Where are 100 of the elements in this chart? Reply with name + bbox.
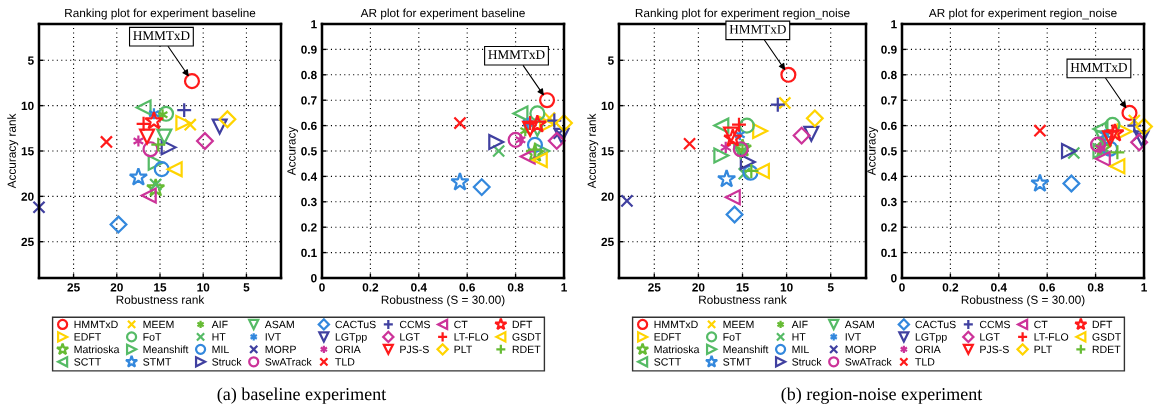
text: (a) baseline experiment	[217, 387, 387, 404]
legend-label: TLD	[915, 358, 935, 366]
y-tick-label: 0.2	[301, 223, 317, 232]
x-tick-label: 0	[319, 283, 325, 292]
legend-label: PJS-S	[400, 345, 429, 354]
y-axis-title: Accuracy rank	[587, 113, 599, 189]
y-tick-label: 1	[311, 20, 317, 29]
x-tick-label: 15	[154, 283, 167, 292]
legend-label: RDET	[512, 345, 541, 354]
legend-label: GSDT	[512, 333, 541, 341]
y-tick-label: 5	[607, 56, 614, 65]
y-tick-label: 0.6	[881, 121, 897, 130]
y-tick-label: 15	[601, 147, 614, 156]
legend-label: LGT	[980, 333, 1000, 341]
legend-label: HMMTxD	[654, 320, 698, 329]
y-tick-label: 0	[891, 274, 897, 283]
y-tick-label: 0.7	[301, 96, 317, 105]
chart-title: Ranking plot for experiment region_noise	[635, 8, 850, 20]
y-tick-label: 5	[27, 56, 34, 65]
legend-label: MIL	[792, 345, 809, 354]
y-tick-label: 0.8	[301, 70, 317, 80]
y-tick-label: 0.9	[301, 45, 317, 54]
legend-label: AIF	[211, 320, 228, 329]
x-tick-label: 5	[243, 283, 250, 292]
legend-label: HMMTxD	[74, 320, 118, 329]
legend-label: IVT	[845, 333, 861, 341]
x-tick-label: 1	[1141, 283, 1147, 292]
x-tick-label: 1	[561, 283, 567, 292]
legend-label: EDFT	[74, 333, 102, 341]
legend-label: SCTT	[74, 358, 102, 366]
legend-label: SwATrack	[265, 357, 312, 366]
legend-label: ORIA	[335, 345, 361, 354]
legend-label: HT	[212, 333, 226, 341]
y-tick-label: 0.7	[881, 96, 897, 105]
y-tick-label: 0.1	[881, 248, 897, 257]
y-tick-label: 0.4	[881, 172, 898, 181]
legend-label: CT	[454, 320, 468, 329]
legend-label: Struck	[792, 357, 822, 366]
legend-label: FoT	[723, 333, 742, 341]
x-tick-label: 25	[648, 283, 661, 292]
legend-label: SCTT	[654, 358, 682, 366]
legend-label: LGTpp	[915, 333, 947, 343]
x-tick-label: 0	[899, 283, 905, 292]
legend-label: Struck	[212, 357, 242, 366]
y-axis-title: Accuracy	[287, 126, 298, 176]
x-tick-label: 20	[692, 283, 705, 292]
legend-label: MEEM	[143, 320, 174, 329]
chart-title: AR plot for experiment baseline	[360, 8, 525, 20]
y-tick-label: 0.5	[881, 147, 897, 156]
y-tick-label: 25	[601, 237, 614, 247]
y-tick-label: 1	[891, 20, 897, 29]
legend-label: LT-FLO	[454, 333, 489, 341]
legend-label: AIF	[791, 320, 808, 329]
annotation: HMMTxD	[729, 24, 786, 34]
y-axis-title: Accuracy rank	[7, 113, 19, 189]
y-tick-label: 0.4	[301, 172, 318, 181]
x-tick-label: 25	[67, 283, 80, 292]
legend-label: ASAM	[264, 320, 294, 329]
legend-label: EDFT	[654, 333, 682, 341]
x-tick-label: 0.2	[362, 283, 379, 292]
legend-label: CACTuS	[335, 320, 376, 329]
chart-title: Ranking plot for experiment baseline	[65, 8, 256, 20]
chart-title: AR plot for experiment region_noise	[928, 8, 1117, 20]
x-tick-label: 0.8	[1087, 283, 1104, 292]
y-axis-title: Accuracy	[867, 126, 878, 176]
legend-label: CACTuS	[915, 320, 956, 329]
legend-label: TLD	[335, 358, 355, 366]
legend-label: ASAM	[844, 320, 874, 329]
legend-label: PJS-S	[980, 345, 1009, 354]
y-tick-label: 0.2	[881, 223, 897, 232]
x-axis-title: Robustness (S = 30.00)	[961, 295, 1085, 307]
y-tick-label: 0.8	[881, 70, 897, 80]
legend-label: CCMS	[979, 320, 1010, 329]
x-tick-label: 10	[197, 283, 210, 292]
legend-label: STMT	[143, 358, 172, 366]
x-axis-title: Robustness (S = 30.00)	[381, 295, 505, 307]
x-tick-label: 0.4	[991, 283, 1007, 292]
legend-label: LT-FLO	[1034, 333, 1069, 341]
text: (b) region-noise experiment	[781, 387, 983, 404]
legend-label: LGTpp	[335, 333, 367, 343]
y-tick-label: 0.3	[881, 197, 897, 207]
x-tick-label: 10	[780, 283, 793, 292]
legend-label: Matrioska	[654, 345, 700, 354]
legend-label: PLT	[1034, 345, 1053, 354]
y-tick-label: 0.9	[881, 45, 897, 54]
x-axis-title: Robustness rank	[116, 295, 205, 304]
y-tick-label: 15	[21, 147, 34, 156]
y-tick-label: 0	[311, 274, 317, 283]
legend-label: DFT	[512, 320, 533, 329]
legend-label: MORP	[265, 345, 296, 354]
x-tick-label: 5	[827, 283, 834, 292]
x-tick-label: 0.4	[411, 283, 427, 292]
x-tick-label: 0.6	[459, 283, 475, 292]
y-tick-label: 25	[21, 237, 34, 247]
legend-label: HT	[792, 333, 806, 341]
annotation: HMMTxD	[488, 50, 545, 59]
legend-label: RDET	[1092, 345, 1121, 354]
legend-label: CCMS	[399, 320, 430, 329]
y-tick-label: 0.3	[301, 197, 317, 207]
legend-label: DFT	[1092, 320, 1113, 329]
